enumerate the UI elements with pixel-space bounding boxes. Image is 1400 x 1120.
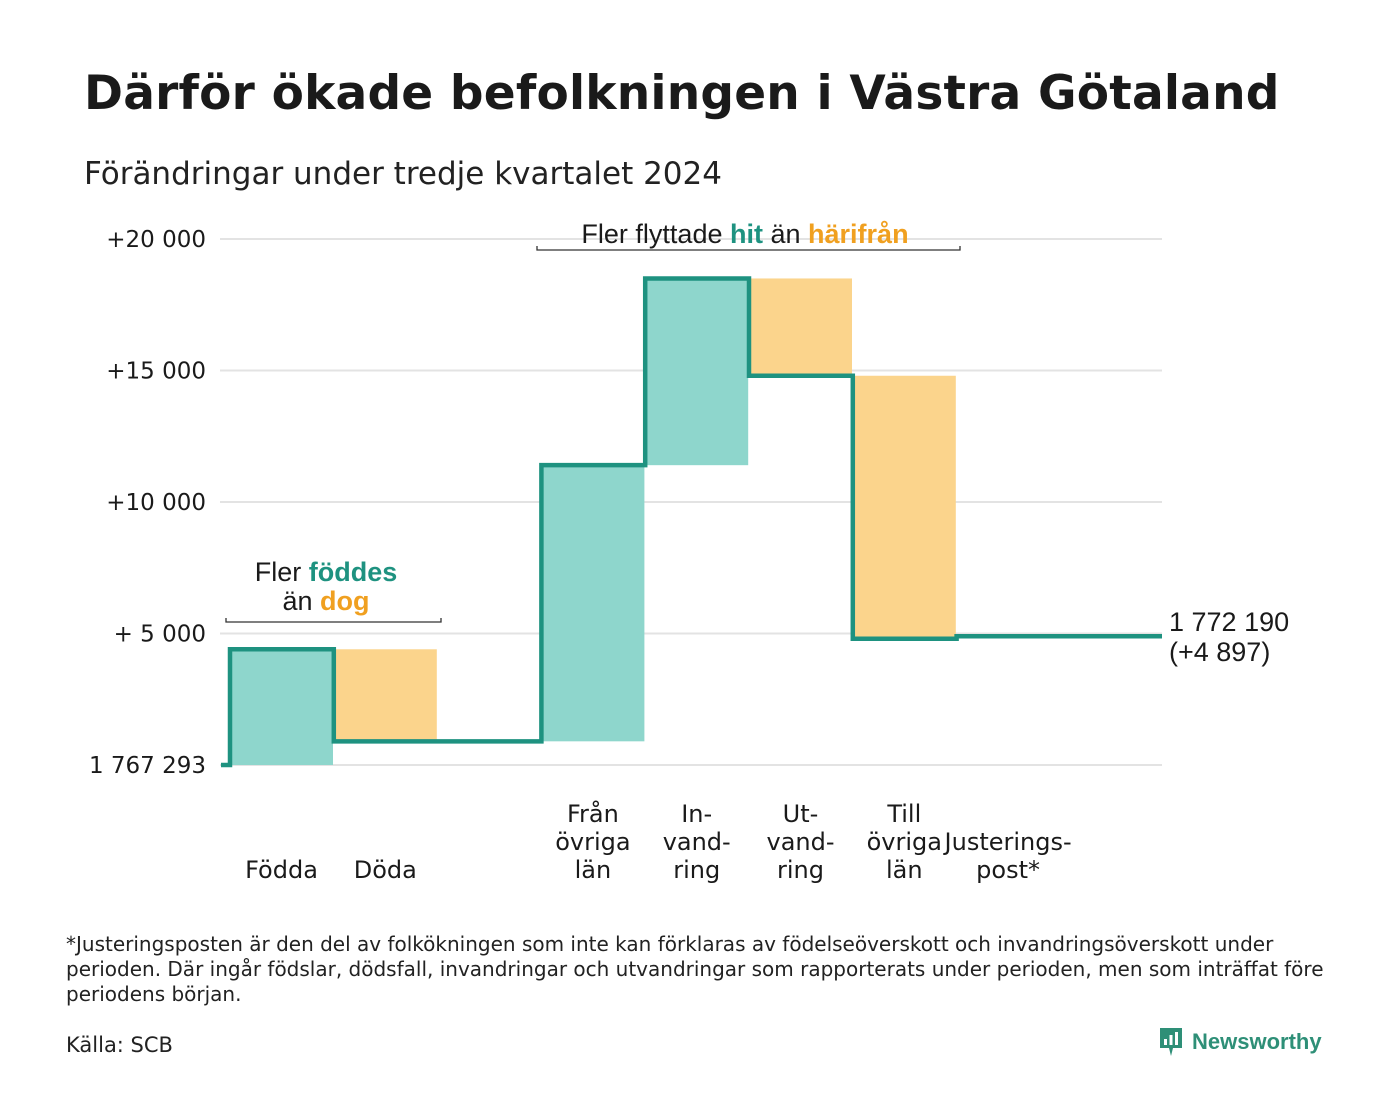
category-label-6-1: övriga <box>867 828 942 856</box>
annotation-migration-0: Fler flyttade hit än härifrån <box>581 219 908 249</box>
footnote: *Justeringsposten är den del av folkökni… <box>66 932 1324 1006</box>
category-label-3-0: Från <box>567 799 619 828</box>
category-label-5-2: ring <box>777 856 824 884</box>
y-tick-label-1: + 5 000 <box>114 622 206 648</box>
annotation-bracket-births <box>225 618 442 623</box>
brand-logo[interactable]: Newsworthy <box>1158 1026 1322 1058</box>
bar-0 <box>230 649 333 765</box>
annotation-bracket-migration <box>536 246 961 251</box>
category-label-6-0: Till <box>886 800 921 828</box>
source-label: Källa: SCB <box>66 1033 173 1057</box>
category-label-7-1: post* <box>976 856 1040 884</box>
newsworthy-logo-icon <box>1160 1028 1182 1056</box>
brand-name: Newsworthy <box>1192 1029 1322 1054</box>
bar-1 <box>333 649 437 742</box>
category-label-1-0: Döda <box>354 856 417 884</box>
page-subtitle: Förändringar under tredje kvartalet 2024 <box>84 156 722 192</box>
annotation-births-0: Fler föddes <box>255 557 398 587</box>
category-label-4-1: vand- <box>663 828 731 856</box>
bar-3 <box>541 465 645 742</box>
y-tick-label-3: +15 000 <box>106 359 206 385</box>
bar-4 <box>645 278 749 466</box>
category-label-5-0: Ut- <box>783 800 819 828</box>
y-tick-label-4: +20 000 <box>106 227 206 253</box>
category-label-4-0: In- <box>681 800 712 828</box>
category-label-7-0: Justerings- <box>943 828 1072 856</box>
end-value-label-0: 1 772 190 <box>1169 607 1289 637</box>
y-tick-label-2: +10 000 <box>106 490 206 516</box>
annotation-births-1: än dog <box>282 586 369 616</box>
running-total-line <box>221 276 1162 768</box>
category-label-3-1: övriga <box>555 828 630 856</box>
category-label-3-2: län <box>575 856 612 884</box>
y-tick-label-0: 1 767 293 <box>89 753 206 779</box>
waterfall-chart: 1 767 293 + 5 000 +10 000 +15 000 +20 000 Föd… <box>89 219 1289 884</box>
category-label-4-2: ring <box>673 856 720 884</box>
category-label-6-2: län <box>886 856 923 884</box>
category-label-5-1: vand- <box>766 828 834 856</box>
end-value-label-1: (+4 897) <box>1169 637 1270 667</box>
bar-5 <box>749 278 852 376</box>
category-label-0-0: Födda <box>245 856 318 884</box>
page-title: Därför ökade befolkningen i Västra Götal… <box>84 66 1280 121</box>
bar-6 <box>852 375 956 639</box>
